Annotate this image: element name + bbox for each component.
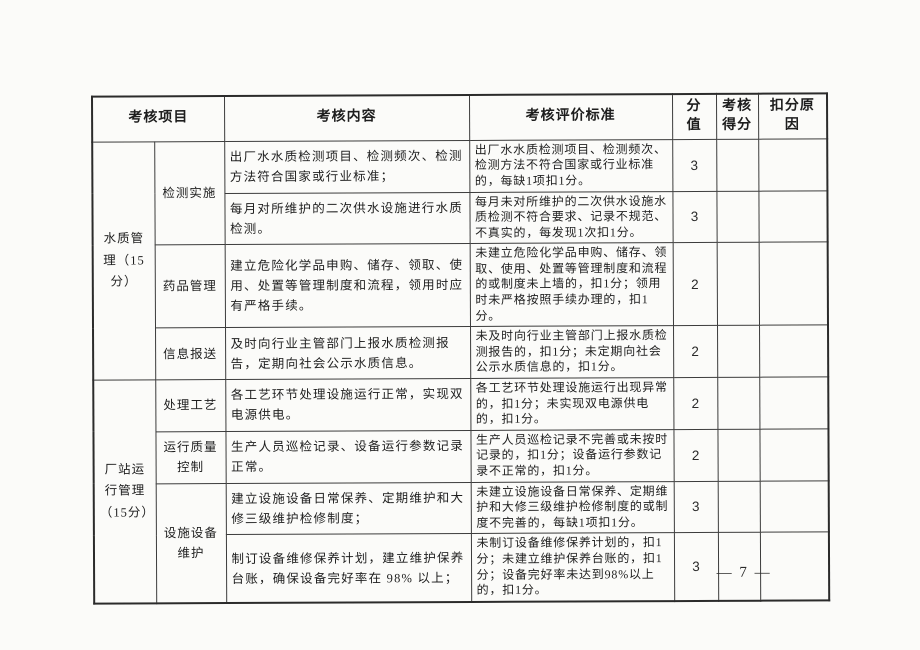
standard-cell: 生产人员巡检记录不完善或未按时记录的，扣1分；设备运行参数记录不正常的，扣1分。: [470, 429, 674, 483]
content-cell: 及时向行业主管部门上报水质检测报告，定期向社会公示水质信息。: [225, 326, 471, 380]
reason-cell: [758, 242, 829, 326]
subitem-cell-detection-implementation: 检测实施: [154, 141, 225, 246]
header-score-label: 分值: [686, 98, 702, 133]
table-row: 运行质量控制 生产人员巡检记录、设备运行参数记录正常。 生产人员巡检记录不完善或…: [93, 428, 829, 484]
header-cell-score: 分值: [671, 93, 717, 140]
subitem-cell-information-reporting: 信息报送: [155, 327, 226, 380]
obtained-cell: [717, 429, 760, 481]
group-cell-water-quality: 水质管理（15分）: [92, 141, 156, 381]
score-cell: 2: [673, 325, 718, 378]
standard-cell: 每月未对所维护的二次供水设施水质检测不符合要求、记录不规范、不真实的，每发现1次…: [469, 191, 673, 244]
obtained-cell: [716, 242, 760, 326]
subitem-cell-operation-quality-control: 运行质量控制: [155, 431, 226, 484]
table-row: 信息报送 及时向行业主管部门上报水质检测报告，定期向社会公示水质信息。 未及时向…: [93, 325, 829, 380]
score-cell: 3: [673, 480, 718, 533]
content-cell: 建立设施设备日常保养、定期维护和大修三级维护检修制度；: [225, 482, 471, 535]
page-number: — 7 —: [716, 564, 772, 581]
content-cell: 制订设备维修保养计划，建立维护保养台账，确保设备完好率在 98% 以上；: [225, 533, 472, 603]
assessment-table: 考核项目 考核内容 考核评价标准 分值 考核得分 扣分原因 水质管理（15分） …: [90, 92, 831, 605]
standard-cell: 未建立设施设备日常保养、定期维护和大修三级维护检修制度的或制度不完善的，每缺1项…: [470, 481, 674, 534]
reason-cell: [759, 480, 829, 533]
score-cell: 2: [673, 429, 718, 482]
reason-cell: [759, 428, 829, 481]
table-row: 水质管理（15分） 检测实施 出厂水水质检测项目、检测频次、检测方法符合国家或行…: [92, 138, 828, 381]
score-cell: 2: [673, 377, 718, 430]
score-cell: 3: [672, 190, 717, 243]
subitem-cell-chemical-management: 药品管理: [154, 244, 226, 329]
obtained-cell: [716, 138, 759, 191]
content-cell: 出厂水水质检测项目、检测频次、检测方法符合国家或行业标准；: [224, 139, 470, 194]
standard-cell: 未及时向行业主管部门上报水质检测报告的，扣1分；未定期向社会公示水质信息的，扣1…: [470, 325, 674, 379]
obtained-cell: [717, 480, 760, 533]
header-cell-reason: 扣分原因: [757, 93, 828, 139]
header-cell-item: 考核项目: [91, 96, 225, 142]
subitem-cell-treatment-process: 处理工艺: [155, 379, 226, 432]
reason-cell: [758, 190, 828, 243]
header-cell-standard: 考核评价标准: [468, 94, 673, 140]
table-row: 厂站运行管理（15分） 处理工艺 各工艺环节处理设施运行正常，实现双电源供电。 …: [93, 376, 829, 604]
obtained-cell: [716, 190, 759, 243]
standard-cell: 未建立危险化学品申购、储存、领取、使用、处置等管理制度和流程的或制度未上墙的，扣…: [469, 242, 674, 327]
content-cell: 各工艺环节处理设施运行正常，实现双电源供电。: [225, 378, 471, 432]
table-row: 设施设备维护 建立设施设备日常保养、定期维护和大修三级维护检修制度； 未建立设施…: [94, 480, 829, 604]
obtained-cell: [717, 377, 760, 430]
obtained-cell: [717, 325, 760, 378]
table-row: 药品管理 建立危险化学品申购、储存、领取、使用、处置等管理制度和流程，领用时应有…: [93, 242, 829, 329]
content-cell: 每月对所维护的二次供水设施进行水质检测。: [224, 191, 470, 245]
reason-cell: [759, 376, 829, 430]
score-cell: 3: [672, 138, 717, 192]
reason-cell: [758, 138, 828, 191]
group-cell-plant-operation: 厂站运行管理（15分）: [93, 379, 157, 604]
header-row: 考核项目 考核内容 考核评价标准 分值 考核得分 扣分原因: [91, 93, 828, 142]
header-cell-obtained: 考核得分: [715, 93, 759, 139]
score-cell: 2: [672, 242, 718, 326]
content-cell: 生产人员巡检记录、设备运行参数记录正常。: [225, 430, 471, 484]
standard-cell: 出厂水水质检测项目、检测频次、检测方法不符合国家或行业标准的，每缺1项扣1分。: [469, 139, 673, 192]
standard-cell: 各工艺环节处理设施运行出现异常的，扣1分；未实现双电源供电的，扣1分。: [470, 377, 674, 431]
reason-cell: [759, 325, 829, 378]
standard-cell: 未制订设备维修保养计划的，扣1分；未建立维护保养台账的，扣1分；设备完好率未达到…: [470, 532, 675, 602]
content-cell: 建立危险化学品申购、储存、领取、使用、处置等管理制度和流程，领用时应有严格手续。: [224, 243, 471, 328]
subitem-cell-facility-equipment-maintenance: 设施设备维护: [155, 483, 227, 604]
header-cell-content: 考核内容: [223, 94, 470, 142]
